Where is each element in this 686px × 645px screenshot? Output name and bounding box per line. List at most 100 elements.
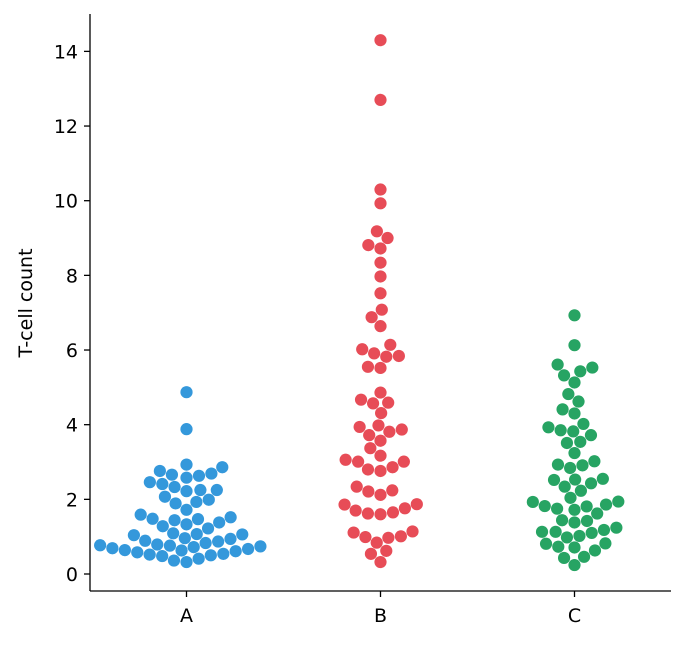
data-point-c	[555, 514, 569, 527]
data-point-c	[560, 436, 574, 450]
data-point-b	[361, 507, 375, 520]
data-point-b	[382, 531, 395, 544]
data-point-a	[180, 555, 193, 569]
data-point-a	[202, 493, 215, 506]
data-point-c	[539, 537, 553, 550]
y-tick-label: 4	[66, 415, 78, 437]
data-point-c	[538, 499, 551, 513]
data-point-b	[410, 498, 423, 511]
data-point-a	[143, 548, 156, 561]
data-point-b	[374, 434, 387, 447]
data-point-b	[386, 461, 399, 474]
data-point-b	[397, 455, 410, 468]
x-tick-label: A	[180, 605, 193, 627]
data-point-b	[347, 526, 360, 539]
x-axis-ticks: A B C	[180, 591, 581, 627]
data-point-a	[205, 467, 218, 480]
data-point-a	[167, 554, 181, 567]
data-point-a	[201, 522, 215, 535]
data-point-b	[383, 425, 396, 438]
data-point-c	[564, 461, 577, 475]
data-point-b	[350, 480, 363, 493]
data-point-a	[212, 535, 225, 548]
data-point-b	[374, 464, 387, 478]
data-point-a	[204, 549, 217, 562]
data-point-a	[180, 458, 193, 471]
data-point-c	[568, 558, 581, 572]
data-point-a	[217, 547, 230, 560]
data-point-b	[363, 429, 376, 442]
data-point-b	[361, 463, 375, 476]
data-point-b	[374, 386, 387, 399]
data-point-b	[374, 197, 387, 210]
data-point-b	[353, 420, 366, 434]
data-point-b	[339, 453, 352, 466]
data-point-b	[368, 347, 381, 360]
data-point-c	[584, 429, 598, 442]
data-point-b	[361, 360, 375, 373]
data-point-c	[580, 500, 593, 513]
data-point-b	[352, 455, 365, 468]
data-point-c	[599, 537, 612, 550]
data-point-c	[576, 459, 589, 472]
data-point-a	[158, 490, 172, 503]
data-point-b	[370, 225, 383, 238]
data-point-a	[180, 485, 193, 498]
y-tick-label: 8	[66, 265, 78, 287]
data-point-b	[364, 547, 378, 560]
data-point-c	[568, 446, 581, 460]
data-point-a	[156, 520, 169, 533]
data-point-b	[364, 442, 377, 455]
data-point-c	[610, 521, 623, 534]
data-point-b	[380, 350, 393, 363]
data-point-b	[362, 485, 375, 498]
data-point-b	[381, 231, 394, 245]
data-point-c	[551, 458, 565, 471]
data-point-c	[568, 309, 581, 322]
y-tick-label: 10	[54, 191, 78, 213]
data-point-b	[374, 508, 387, 521]
data-point-b	[375, 407, 388, 420]
data-point-b	[374, 287, 387, 300]
data-point-c	[567, 425, 580, 438]
data-point-a	[168, 480, 181, 494]
data-point-c	[577, 417, 590, 431]
data-point-b	[349, 504, 362, 517]
data-point-b	[384, 338, 397, 351]
data-point-a	[134, 508, 147, 521]
data-point-a	[127, 529, 141, 542]
data-point-c	[580, 514, 594, 528]
data-point-c	[568, 541, 581, 554]
y-axis-title: T-cell count	[15, 248, 37, 358]
data-point-c	[591, 507, 604, 520]
data-point-a	[169, 497, 182, 510]
x-tick-label: B	[374, 605, 387, 627]
data-point-b	[374, 555, 387, 569]
data-point-c	[572, 395, 585, 408]
data-point-c	[588, 544, 602, 557]
data-point-a	[210, 483, 223, 497]
data-point-b	[394, 530, 407, 543]
data-point-a	[153, 464, 166, 478]
y-tick-label: 12	[54, 116, 78, 138]
data-point-a	[216, 461, 229, 474]
data-point-c	[549, 525, 562, 538]
data-point-b	[386, 484, 399, 497]
data-point-a	[236, 528, 249, 541]
data-point-c	[554, 424, 567, 437]
data-point-c	[574, 435, 587, 448]
data-point-a	[241, 542, 255, 556]
data-point-b	[365, 311, 378, 324]
data-point-a	[192, 469, 206, 482]
data-point-b	[374, 270, 387, 283]
data-point-b	[406, 525, 419, 538]
data-point-c	[568, 376, 581, 389]
data-point-b	[398, 502, 411, 515]
data-point-a	[213, 516, 226, 529]
data-points	[94, 34, 625, 572]
data-point-a	[224, 532, 237, 546]
data-point-a	[118, 544, 131, 557]
data-point-c	[562, 387, 575, 401]
data-point-b	[366, 397, 380, 410]
data-point-b	[395, 423, 408, 436]
